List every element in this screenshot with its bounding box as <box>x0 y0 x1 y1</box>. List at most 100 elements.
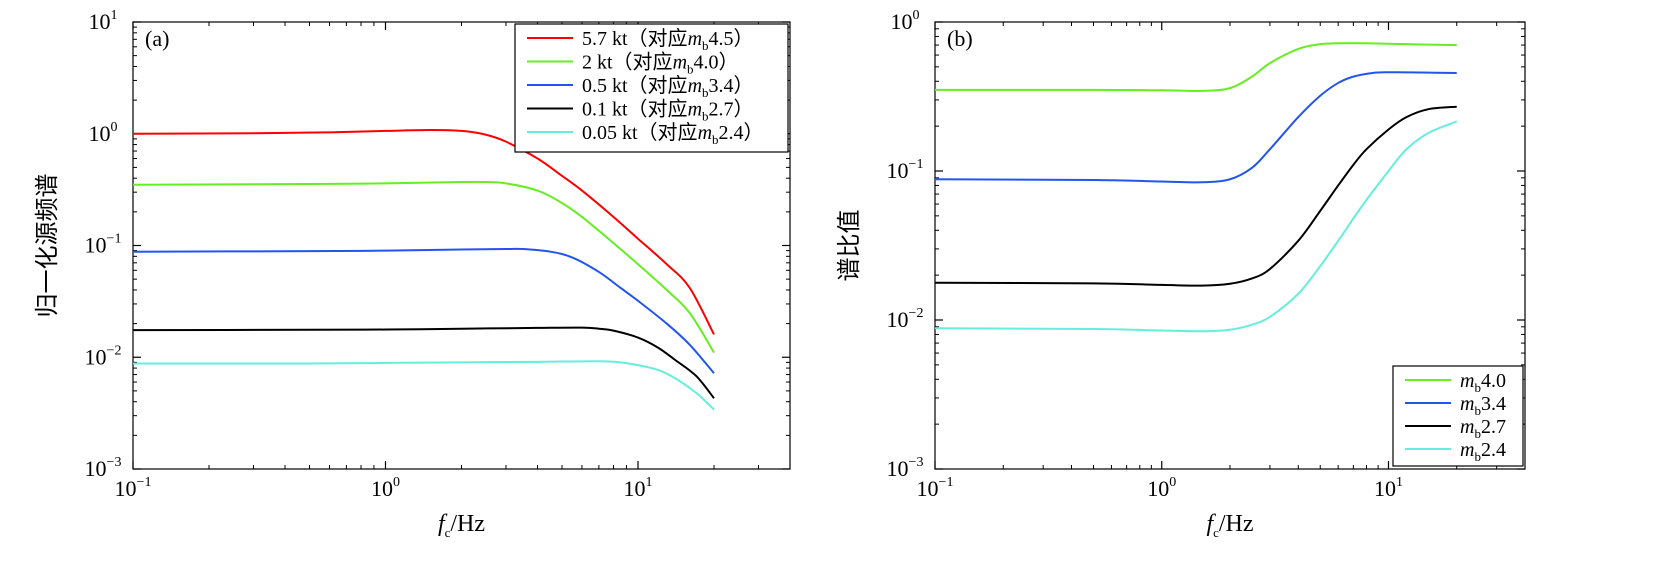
legend-magnitude-subscript: b <box>1474 426 1481 441</box>
tick-base: 10 <box>85 344 107 369</box>
panel-b: 10−1 100 10110010−110−210−3fc/Hz谱比值(b)mb4.… <box>836 8 1526 540</box>
tick-exponent: −3 <box>107 455 122 470</box>
legend-magnitude-symbol: m <box>673 52 687 74</box>
panel-b-series-line-0 <box>934 42 1457 92</box>
legend-label-4: 0.05 kt（对应mb2.4） <box>582 121 764 147</box>
tick-exponent: 0 <box>913 8 920 23</box>
legend-label-text: 0.5 kt（对应 <box>582 74 688 97</box>
tick-base: 10 <box>115 476 137 501</box>
legend-label-0: 5.7 kt（对应mb4.5） <box>582 27 754 53</box>
panel-a-y-axis-label: 归一化源频谱 <box>34 174 61 318</box>
panel-a-series-line-1 <box>132 180 715 354</box>
legend-magnitude-value: 4.5） <box>709 27 754 50</box>
panel-a-x-tick-label: 101 <box>623 475 652 501</box>
legend-magnitude-subscript: b <box>712 132 719 147</box>
legend-magnitude-symbol: m <box>688 99 702 121</box>
tick-base: 10 <box>623 476 645 501</box>
panel-b-y-tick-label: 100 <box>891 8 920 34</box>
legend-label-1: 2 kt（对应mb4.0） <box>582 51 739 77</box>
panel-b-series-line-3 <box>934 120 1458 333</box>
legend-magnitude-symbol: m <box>698 122 712 144</box>
panel-a-y-tick-label: 101 <box>89 8 118 34</box>
tick-exponent: 1 <box>645 475 652 490</box>
tick-exponent: −2 <box>107 343 122 358</box>
panel-a-series-line-0 <box>132 129 715 335</box>
tick-base: 10 <box>371 476 393 501</box>
legend-magnitude-value: 4.0） <box>694 51 739 74</box>
legend-magnitude-symbol: m <box>688 75 702 97</box>
x-label-unit: /Hz <box>1219 511 1254 537</box>
panel-a-y-tick-label: 100 <box>89 120 118 146</box>
panel-b-y-tick-label: 10−2 <box>887 306 924 332</box>
panel-b-series-line-2 <box>934 105 1457 287</box>
tick-exponent: −1 <box>137 475 152 490</box>
panel-a-series-line-4 <box>132 360 715 411</box>
tick-base: 10 <box>891 9 913 34</box>
legend-label-text: 0.05 kt（对应 <box>582 121 698 144</box>
tick-base: 10 <box>85 456 107 481</box>
legend-magnitude-value: 3.4） <box>709 74 754 97</box>
panel-a-series-line-2 <box>132 247 715 374</box>
tick-exponent: 0 <box>1169 475 1176 490</box>
legend-magnitude-symbol: m <box>1460 393 1474 415</box>
panel-a-y-tick-label: 10−1 <box>85 232 122 258</box>
panel-b-y-tick-label: 10−1 <box>887 157 924 183</box>
panel-b-y-tick-label: 10−3 <box>887 455 924 481</box>
panel-b-tag: (b) <box>947 26 973 51</box>
panel-b-x-tick-label: 101 <box>1374 475 1403 501</box>
panel-a-legend: 5.7 kt（对应mb4.5）2 kt（对应mb4.0）0.5 kt（对应mb3… <box>514 23 789 153</box>
tick-exponent: −1 <box>107 232 122 247</box>
legend-magnitude-value: 2.7 <box>1481 416 1506 438</box>
tick-exponent: −2 <box>909 306 924 321</box>
legend-magnitude-symbol: m <box>1460 370 1474 392</box>
legend-label-0: mb4.0 <box>1460 370 1506 395</box>
tick-exponent: 1 <box>111 8 118 23</box>
legend-label-3: 0.1 kt（对应mb2.7） <box>582 98 754 124</box>
tick-exponent: 1 <box>1396 475 1403 490</box>
legend-magnitude-subscript: b <box>702 38 709 53</box>
tick-exponent: 0 <box>111 120 118 135</box>
legend-label-1: mb3.4 <box>1460 393 1506 418</box>
panel-b-x-tick-label: 10−1 <box>917 475 954 501</box>
legend-magnitude-value: 2.4 <box>1481 439 1506 461</box>
panel-a-x-axis-label: fc/Hz <box>438 511 485 540</box>
tick-base: 10 <box>89 9 111 34</box>
panel-a-x-tick-label: 10−1 <box>115 475 152 501</box>
panel-a-x-tick-label: 100 <box>371 475 400 501</box>
tick-base: 10 <box>887 158 909 183</box>
legend-label-2: mb2.7 <box>1460 416 1506 441</box>
panel-b-x-tick-label: 100 <box>1147 475 1176 501</box>
x-label-symbol: f <box>1206 511 1216 537</box>
tick-base: 10 <box>89 121 111 146</box>
tick-exponent: −1 <box>909 157 924 172</box>
legend-magnitude-value: 3.4 <box>1481 393 1506 415</box>
legend-magnitude-value: 2.4） <box>719 121 764 144</box>
legend-magnitude-subscript: b <box>1474 403 1481 418</box>
panel-a-y-tick-label: 10−3 <box>85 455 122 481</box>
legend-magnitude-subscript: b <box>702 109 709 124</box>
legend-magnitude-subscript: b <box>702 85 709 100</box>
legend-magnitude-subscript: b <box>1474 449 1481 464</box>
tick-base: 10 <box>85 233 107 258</box>
legend-label-3: mb2.4 <box>1460 439 1506 464</box>
legend-magnitude-value: 4.0 <box>1481 370 1506 392</box>
x-label-subscript: c <box>1213 525 1219 540</box>
panel-a-tag: (a) <box>145 26 169 51</box>
legend-magnitude-subscript: b <box>687 62 694 77</box>
tick-exponent: 0 <box>393 475 400 490</box>
panel-a-y-tick-label: 10−2 <box>85 343 122 369</box>
tick-base: 10 <box>887 307 909 332</box>
panel-a: 10−1 100 10110110010−110−210−3fc/Hz归一化源频谱(… <box>34 8 791 540</box>
tick-base: 10 <box>887 456 909 481</box>
panel-b-x-axis-label: fc/Hz <box>1206 511 1253 540</box>
legend-magnitude-symbol: m <box>1460 416 1474 438</box>
legend-label-text: 2 kt（对应 <box>582 51 673 74</box>
tick-base: 10 <box>1147 476 1169 501</box>
legend-magnitude-symbol: m <box>1460 439 1474 461</box>
legend-magnitude-subscript: b <box>1474 380 1481 395</box>
x-label-subscript: c <box>445 525 451 540</box>
legend-label-2: 0.5 kt（对应mb3.4） <box>582 74 754 100</box>
x-label-unit: /Hz <box>450 511 485 537</box>
